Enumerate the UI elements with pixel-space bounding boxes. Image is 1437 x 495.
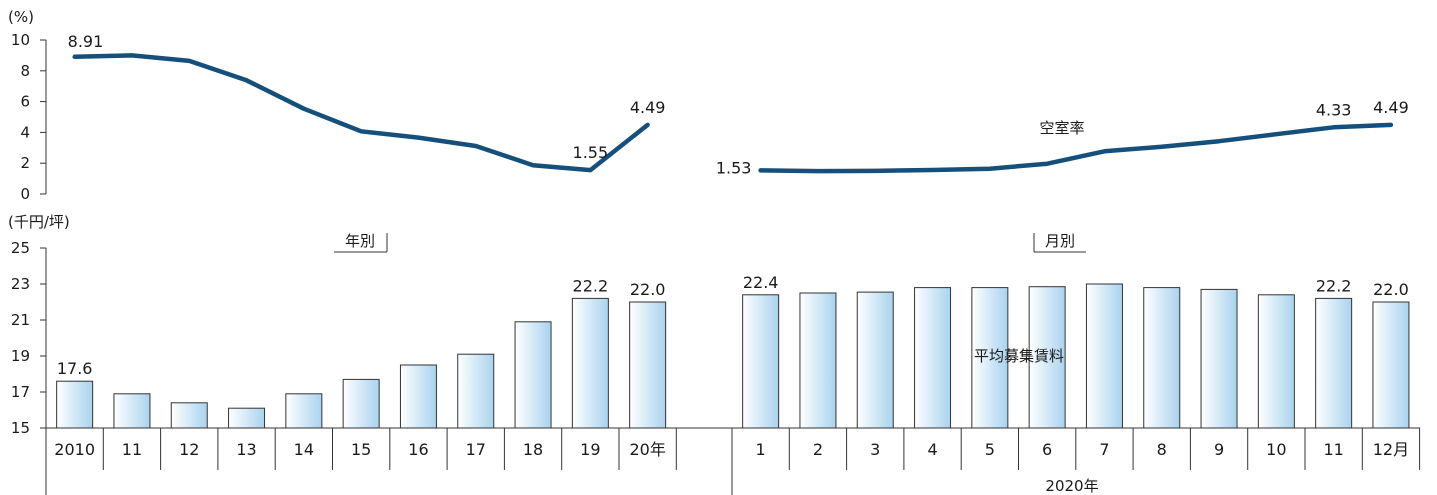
- rent-bar: [1143, 287, 1181, 429]
- x-category-label: 4: [927, 440, 937, 459]
- rent-bars: [56, 283, 1410, 429]
- x-category-label: 8: [1157, 440, 1167, 459]
- rent-y-tick-label: 23: [11, 275, 30, 293]
- annual-section-label: 年別: [345, 232, 375, 250]
- rent-data-label: 22.0: [630, 280, 666, 299]
- rent-y-ticks: 15 17 19 21 23 25: [11, 239, 46, 437]
- rent-bar: [1200, 288, 1238, 429]
- rent-bar: [914, 287, 952, 429]
- rent-data-label: 22.2: [573, 276, 609, 295]
- x-category-label: 18: [523, 440, 543, 459]
- rent-bar: [856, 291, 894, 429]
- x-category-label: 1: [756, 440, 766, 459]
- rent-bar: [228, 407, 266, 429]
- rent-data-label: 17.6: [57, 359, 93, 378]
- rent-y-tick-label: 19: [11, 347, 30, 365]
- rent-bar: [457, 353, 495, 429]
- rent-bar: [1028, 286, 1066, 429]
- rent-bar: [971, 287, 1009, 429]
- rent-bar: [342, 378, 380, 429]
- rent-bar: [742, 294, 780, 429]
- vacancy-y-tick-label: 2: [20, 154, 30, 172]
- rent-bar: [514, 321, 552, 429]
- rent-bar: [170, 402, 208, 429]
- x-category-label: 16: [408, 440, 428, 459]
- x-category-label: 11: [1323, 440, 1343, 459]
- rent-unit-label: (千円/坪): [8, 213, 70, 231]
- x-category-label: 7: [1099, 440, 1109, 459]
- rent-bar: [1085, 283, 1123, 429]
- rent-bar: [1372, 301, 1410, 429]
- vacancy-y-tick-label: 0: [20, 185, 30, 203]
- x-category-label: 2: [813, 440, 823, 459]
- x-category-label: 12月: [1373, 440, 1409, 459]
- x-category-label: 13: [236, 440, 256, 459]
- vacancy-y-tick-label: 4: [20, 123, 30, 141]
- monthly-section-label: 月別: [1045, 232, 1075, 250]
- vacancy-data-label: 4.33: [1316, 100, 1352, 119]
- rent-bar: [399, 364, 437, 429]
- x-category-label: 5: [985, 440, 995, 459]
- vacancy-lines: [72, 53, 1394, 174]
- vacancy-y-ticks: 0 2 4 6 8 10: [11, 31, 46, 203]
- x-category-label: 2010: [54, 440, 95, 459]
- x-category-label: 11: [122, 440, 142, 459]
- rent-bar: [1315, 297, 1353, 429]
- x-category-label: 3: [870, 440, 880, 459]
- rent-data-label: 22.0: [1373, 280, 1409, 299]
- vacancy-line-chart: (%) 0 2 4 6 8 10 8.91 1.55 4.49 1.53 4.33 4.49 空室率: [8, 8, 1409, 203]
- x-category-label: 20年: [629, 440, 665, 459]
- rent-bar: [629, 301, 667, 429]
- vacancy-data-label: 8.91: [68, 32, 104, 51]
- year-label: 2020年: [1045, 477, 1098, 495]
- rent-y-tick-label: 25: [11, 239, 30, 257]
- rent-bar: [285, 393, 323, 429]
- vacancy-series-label: 空室率: [1039, 119, 1084, 137]
- vacancy-y-tick-label: 8: [20, 62, 30, 80]
- rent-bar: [113, 393, 151, 429]
- vacancy-y-tick-label: 6: [20, 93, 30, 111]
- rent-y-tick-label: 17: [11, 383, 30, 401]
- x-category-label: 14: [294, 440, 314, 459]
- rent-bar: [56, 380, 94, 429]
- vacancy-data-label: 1.55: [573, 143, 609, 162]
- x-category-label: 9: [1214, 440, 1224, 459]
- vacancy-data-label: 4.49: [630, 98, 666, 117]
- vacancy-y-tick-label: 10: [11, 31, 30, 49]
- vacancy-data-labels: 8.91 1.55 4.49 1.53 4.33 4.49: [68, 32, 1409, 178]
- vacancy-data-label: 1.53: [716, 158, 752, 177]
- x-category-label: 15: [351, 440, 371, 459]
- x-category-label: 10: [1266, 440, 1286, 459]
- x-category-label: 6: [1042, 440, 1052, 459]
- rent-y-tick-label: 21: [11, 311, 30, 329]
- vacancy-line-monthly: [758, 122, 1394, 174]
- vacancy-unit-label: (%): [8, 8, 34, 26]
- rent-x-axis: 2010 11 12 13 14 15 16 17 18 19 20年 1 2 3 4 5 6 7 8 9 10 11 12…: [45, 427, 1421, 495]
- x-category-label: 19: [580, 440, 600, 459]
- rent-data-label: 22.2: [1316, 276, 1352, 295]
- x-category-label: 12: [179, 440, 199, 459]
- rent-data-labels: 17.6 22.2 22.0 22.4 22.2 22.0: [57, 273, 1409, 378]
- vacancy-data-label: 4.49: [1373, 98, 1409, 117]
- rent-data-label: 22.4: [743, 273, 779, 292]
- x-category-label: 17: [466, 440, 486, 459]
- rent-bar: [799, 292, 837, 429]
- rent-series-label: 平均募集賃料: [974, 347, 1064, 365]
- rent-bar: [1257, 294, 1295, 429]
- vacancy-line-annual: [72, 53, 650, 173]
- rent-bar: [571, 297, 609, 429]
- rent-y-tick-label: 15: [11, 419, 30, 437]
